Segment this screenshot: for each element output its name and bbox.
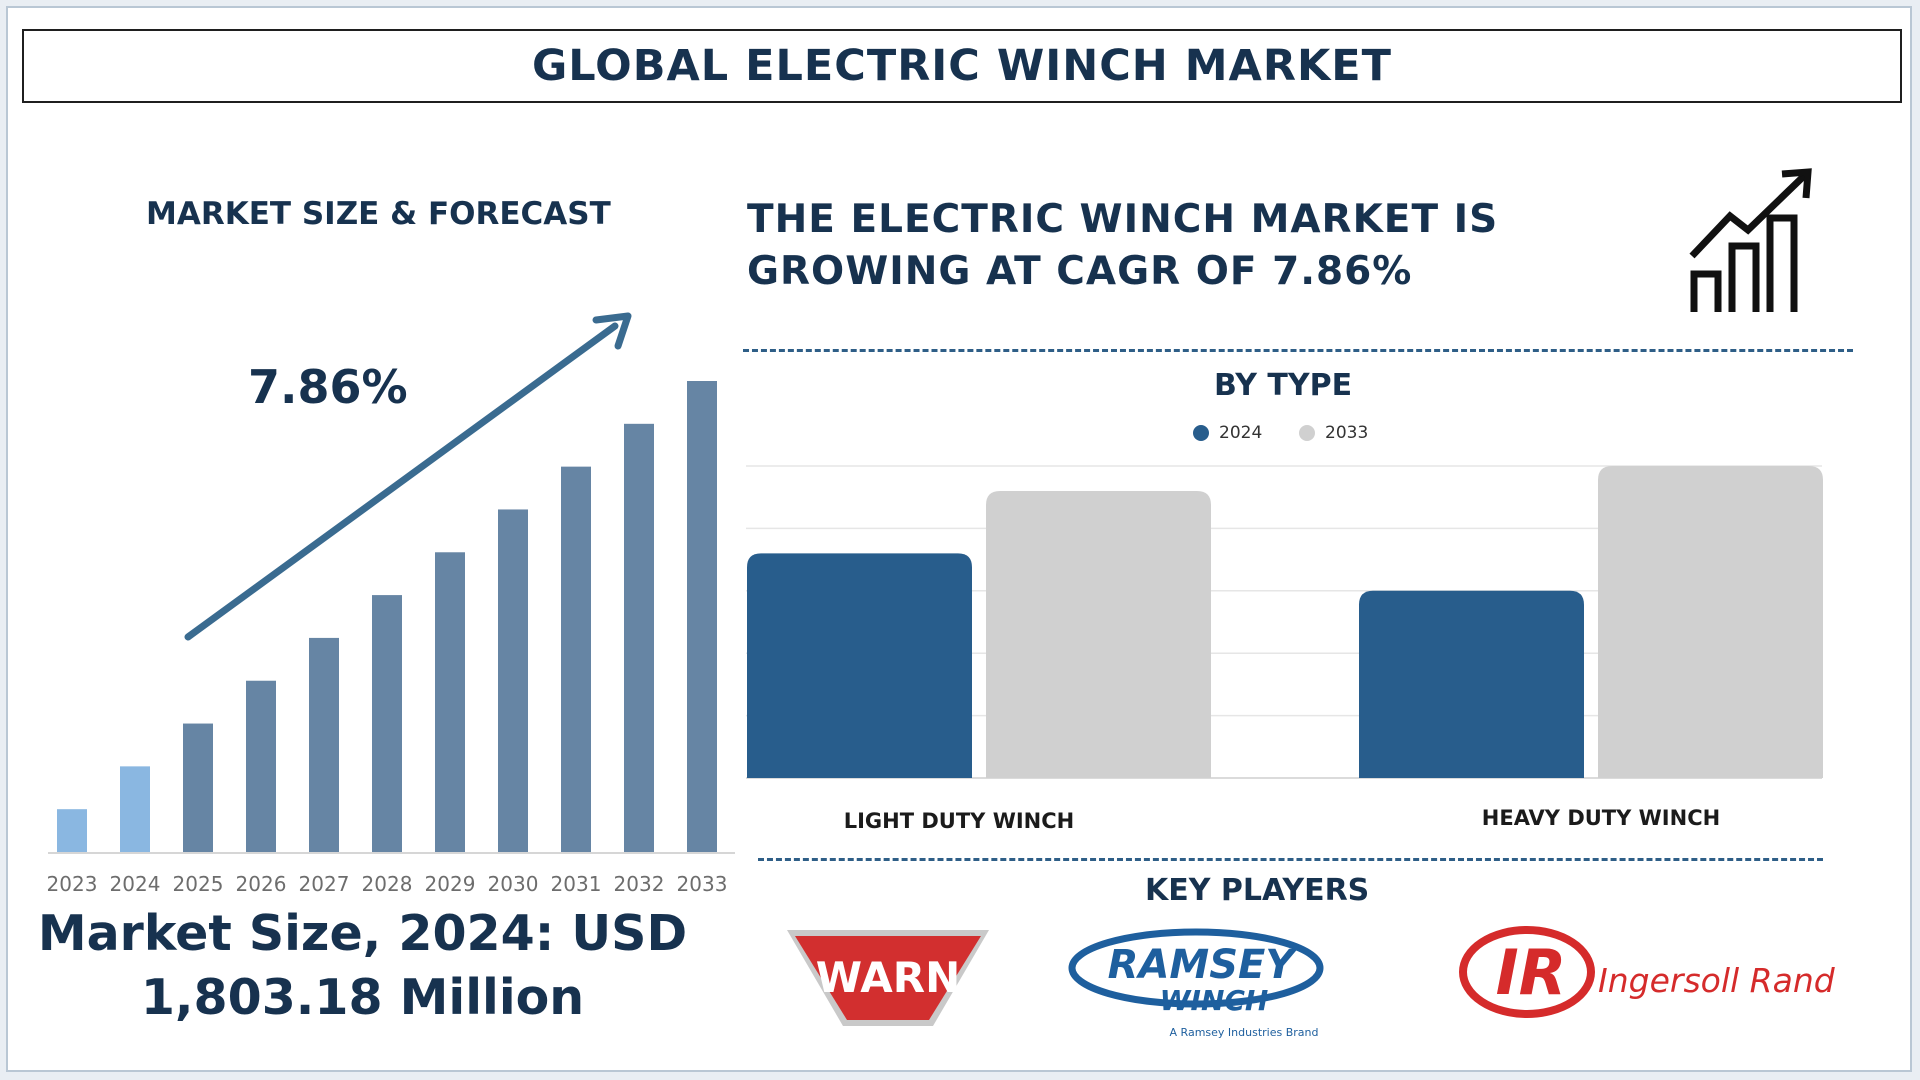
ingersoll-rand-logo: IR Ingersoll Rand <box>1459 926 1836 1018</box>
type-heading: BY TYPE <box>1214 368 1353 403</box>
ramsey-winch-logo: RAMSEY WINCH A Ramsey Industries Brand <box>1068 928 1324 1039</box>
growth-line2: GROWING AT CAGR OF 7.86% <box>747 249 1413 294</box>
forecast-tick-2027: 2027 <box>298 872 350 896</box>
players-heading: KEY PLAYERS <box>1145 873 1370 908</box>
warn-logo: WARN <box>787 930 989 1026</box>
forecast-tick-2029: 2029 <box>424 872 476 896</box>
forecast-tick-2028: 2028 <box>361 872 413 896</box>
growth-arrow-head <box>592 312 632 350</box>
forecast-tick-2032: 2032 <box>613 872 665 896</box>
cagr-annotation: 7.86% <box>248 360 408 414</box>
ramsey-logo-name: RAMSEY <box>1108 942 1299 988</box>
forecast-tick-2033: 2033 <box>676 872 728 896</box>
growth-line1: THE ELECTRIC WINCH MARKET IS <box>747 197 1499 242</box>
category-label-heavy: HEAVY DUTY WINCH <box>1481 806 1721 830</box>
forecast-tick-2031: 2031 <box>550 872 602 896</box>
type-bar-light-2024 <box>747 553 972 778</box>
market-size-line2: 1,803.18 Million <box>140 969 585 1026</box>
forecast-bar-2031 <box>561 466 591 852</box>
legend-label-2033: 2033 <box>1325 423 1369 443</box>
ramsey-logo-tagline: A Ramsey Industries Brand <box>1170 1026 1319 1039</box>
divider-bottom <box>758 858 1823 861</box>
forecast-bar-2027 <box>309 637 339 852</box>
forecast-bar-2023 <box>57 809 87 852</box>
forecast-bar-2033 <box>687 381 717 852</box>
ir-logo-name: Ingersoll Rand <box>1598 961 1836 1000</box>
divider-top <box>743 349 1853 352</box>
market-size-text: Market Size, 2024: USD 1,803.18 Million <box>0 902 725 1030</box>
title-box: GLOBAL ELECTRIC WINCH MARKET <box>22 29 1902 103</box>
forecast-bar-2026 <box>246 680 276 852</box>
forecast-bar-2032 <box>624 423 654 852</box>
forecast-tick-2024: 2024 <box>109 872 161 896</box>
growth-chart-icon <box>1689 168 1812 312</box>
forecast-bar-2025 <box>183 723 213 852</box>
forecast-heading: MARKET SIZE & FORECAST <box>146 196 611 232</box>
forecast-tick-2026: 2026 <box>235 872 287 896</box>
category-label-light: LIGHT DUTY WINCH <box>843 809 1075 833</box>
legend-label-2024: 2024 <box>1219 423 1263 443</box>
type-bar-light-2033 <box>986 490 1211 778</box>
market-size-line1: Market Size, 2024: USD <box>37 905 688 962</box>
ramsey-logo-sub: WINCH <box>1160 984 1269 1017</box>
forecast-tick-2030: 2030 <box>487 872 539 896</box>
growth-statement: THE ELECTRIC WINCH MARKET IS GROWING AT … <box>747 194 1498 298</box>
forecast-bar-2030 <box>498 509 528 852</box>
legend-dot-2033 <box>1299 425 1315 441</box>
type-bar-heavy-2033 <box>1598 466 1823 778</box>
ir-logo-mark: IR <box>1496 936 1567 1009</box>
type-bar-heavy-2024 <box>1359 590 1584 778</box>
forecast-tick-2025: 2025 <box>172 872 224 896</box>
growth-arrow-line <box>184 322 619 641</box>
forecast-bars <box>57 381 717 852</box>
main-title: GLOBAL ELECTRIC WINCH MARKET <box>532 41 1392 91</box>
legend-dot-2024 <box>1193 425 1209 441</box>
forecast-tick-2023: 2023 <box>46 872 98 896</box>
forecast-bar-2024 <box>120 766 150 852</box>
type-bars <box>747 466 1823 778</box>
forecast-bar-2028 <box>372 595 402 852</box>
forecast-bar-2029 <box>435 552 465 852</box>
warn-logo-text: WARN <box>816 953 960 1002</box>
